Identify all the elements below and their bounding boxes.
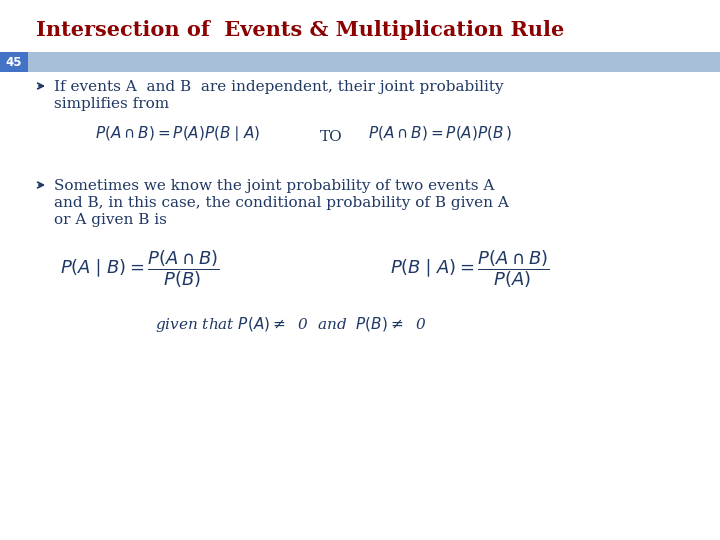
Text: Intersection of  Events & Multiplication Rule: Intersection of Events & Multiplication … (36, 20, 564, 40)
Text: Sometimes we know the joint probability of two events A: Sometimes we know the joint probability … (54, 179, 495, 193)
Text: TO: TO (320, 130, 343, 144)
FancyBboxPatch shape (0, 52, 28, 72)
Text: given that $P(A) \neq$  0  and  $P(B) \neq$  0: given that $P(A) \neq$ 0 and $P(B) \neq$… (155, 315, 427, 334)
Text: simplifies from: simplifies from (54, 97, 169, 111)
Text: or A given B is: or A given B is (54, 213, 167, 227)
Text: and B, in this case, the conditional probability of B given A: and B, in this case, the conditional pro… (54, 196, 509, 210)
FancyBboxPatch shape (28, 52, 720, 72)
Text: $P(B \mid A) = \dfrac{P(A \cap B)}{P(A)}$: $P(B \mid A) = \dfrac{P(A \cap B)}{P(A)}… (390, 248, 549, 289)
Text: If events A  and B  are independent, their joint probability: If events A and B are independent, their… (54, 80, 503, 94)
Text: $P(A \cap B) = P(A)P(B \mid A)$: $P(A \cap B) = P(A)P(B \mid A)$ (95, 124, 261, 143)
Text: $P(A \mid B) = \dfrac{P(A \cap B)}{P(B)}$: $P(A \mid B) = \dfrac{P(A \cap B)}{P(B)}… (60, 248, 220, 289)
Text: $P(A \cap B) = P(A)P(B\,)$: $P(A \cap B) = P(A)P(B\,)$ (368, 124, 512, 142)
Text: 45: 45 (6, 56, 22, 69)
